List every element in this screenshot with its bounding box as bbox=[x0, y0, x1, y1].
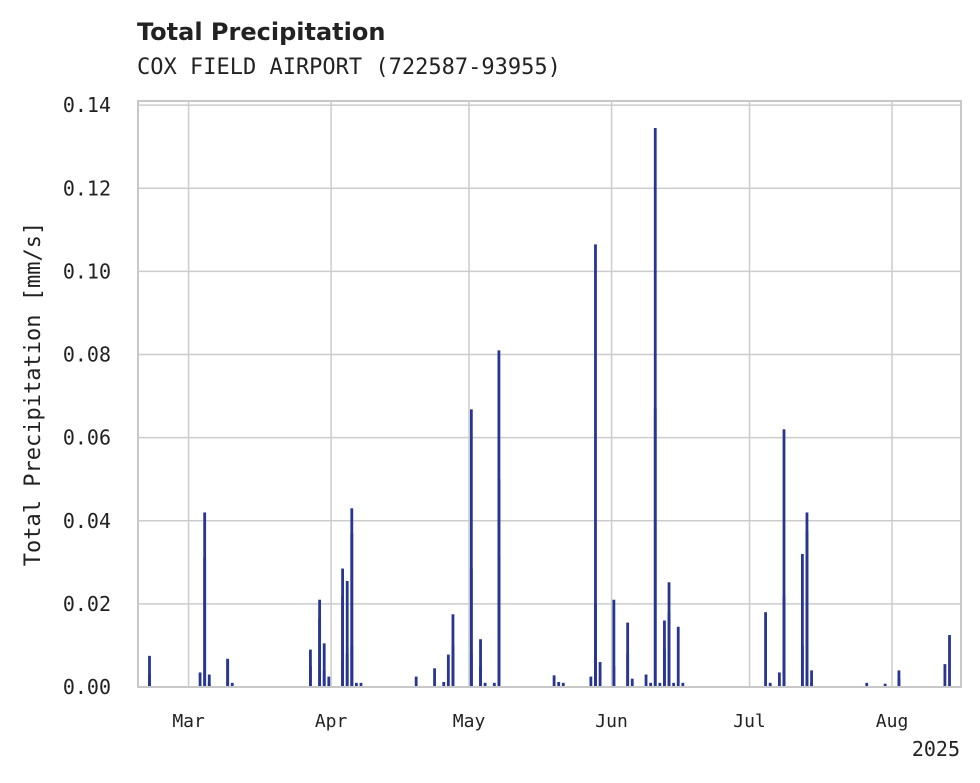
precipitation-bar bbox=[552, 675, 556, 687]
y-tick-label: 0.02 bbox=[63, 592, 111, 616]
x-tick-label: Apr bbox=[315, 711, 348, 732]
y-axis-ticks: 0.00 0.02 0.04 0.06 0.08 0.10 0.12 0.14 bbox=[63, 93, 111, 699]
precipitation-bar bbox=[676, 626, 680, 687]
precipitation-bar bbox=[207, 674, 211, 687]
precipitation-bar bbox=[345, 581, 349, 687]
precipitation-bar bbox=[594, 244, 597, 687]
precipitation-bar bbox=[626, 622, 630, 687]
chart-title: Total Precipitation bbox=[137, 18, 385, 46]
precipitation-bar bbox=[768, 682, 772, 687]
precipitation-bar bbox=[207, 682, 211, 687]
y-tick-label: 0.04 bbox=[63, 509, 111, 533]
precipitation-bar bbox=[327, 676, 331, 687]
precipitation-bar bbox=[644, 674, 648, 687]
precipitation-bar bbox=[469, 653, 473, 687]
y-tick-label: 0.10 bbox=[63, 259, 111, 283]
precipitation-bar bbox=[148, 655, 151, 687]
x-tick-label: Mar bbox=[172, 711, 205, 732]
precipitation-bar bbox=[681, 682, 685, 687]
precipitation-bar bbox=[230, 682, 234, 687]
precipitation-bar bbox=[433, 668, 436, 687]
precipitation-bar bbox=[148, 674, 151, 687]
precipitation-bar bbox=[782, 662, 786, 687]
precipitation-bar bbox=[497, 479, 501, 687]
precipitation-bar bbox=[341, 595, 344, 687]
precipitation-bar bbox=[800, 554, 804, 687]
precipitation-bar bbox=[479, 666, 482, 687]
precipitation-bar bbox=[630, 678, 634, 687]
x-axis-year-label: 2025 bbox=[912, 737, 960, 761]
y-tick-label: 0.14 bbox=[63, 93, 111, 117]
precipitation-bar bbox=[653, 408, 657, 687]
precipitation-bar bbox=[883, 683, 887, 687]
precipitation-bar bbox=[309, 666, 312, 687]
grid-lines bbox=[138, 101, 961, 687]
precipitation-bar bbox=[663, 649, 666, 687]
precipitation-bar bbox=[612, 599, 616, 687]
precipitation-bar bbox=[594, 603, 597, 687]
precipitation-bar bbox=[345, 653, 349, 687]
x-tick-label: May bbox=[453, 711, 486, 732]
precipitation-bar bbox=[354, 682, 358, 687]
precipitation-bar bbox=[589, 676, 593, 687]
precipitation-bar bbox=[865, 682, 869, 687]
precipitation-bar bbox=[198, 672, 202, 687]
y-axis-label: Total Precipitation [mm/s] bbox=[21, 222, 46, 566]
precipitation-bar bbox=[672, 682, 676, 687]
precipitation-bar bbox=[653, 128, 657, 687]
precipitation-bar bbox=[322, 670, 326, 687]
precipitation-bar bbox=[322, 643, 326, 687]
y-tick-label: 0.06 bbox=[63, 426, 111, 450]
precipitation-bar bbox=[948, 635, 951, 687]
x-tick-label: Aug bbox=[876, 711, 909, 732]
plot-frame bbox=[137, 100, 962, 688]
precipitation-bar bbox=[649, 682, 653, 687]
precipitation-bar bbox=[350, 533, 354, 687]
precipitation-bar bbox=[561, 682, 565, 687]
precipitation-bar bbox=[341, 659, 344, 687]
y-tick-label: 0.12 bbox=[63, 176, 111, 200]
precipitation-bar bbox=[446, 654, 450, 687]
x-axis-ticks: Mar Apr May Jun Jul Aug bbox=[172, 711, 908, 732]
chart-subtitle: COX FIELD AIRPORT (722587-93955) bbox=[137, 55, 561, 80]
x-tick-label: Jul bbox=[733, 711, 766, 732]
precipitation-bar bbox=[483, 682, 487, 687]
precipitation-bar bbox=[810, 670, 813, 687]
precipitation-bar bbox=[469, 409, 473, 687]
precipitation-bar bbox=[479, 639, 482, 687]
precipitation-bar bbox=[667, 612, 671, 687]
precipitation-bar bbox=[897, 678, 901, 687]
precipitation-bars bbox=[148, 128, 951, 687]
precipitation-bar bbox=[612, 666, 616, 687]
precipitation-bar bbox=[557, 682, 561, 687]
precipitation-bar bbox=[442, 682, 446, 687]
precipitation-bar bbox=[469, 568, 473, 687]
precipitation-bar bbox=[805, 531, 809, 687]
precipitation-bar bbox=[764, 612, 767, 687]
precipitation-bar bbox=[414, 676, 418, 687]
precipitation-bar bbox=[226, 658, 230, 687]
precipitation-bar bbox=[810, 682, 813, 687]
precipitation-bar bbox=[318, 618, 322, 687]
precipitation-bar bbox=[777, 672, 781, 687]
x-tick-label: Jun bbox=[595, 711, 628, 732]
precipitation-bar bbox=[492, 682, 496, 687]
precipitation-bar bbox=[359, 682, 363, 687]
precipitation-bar bbox=[943, 664, 947, 687]
precipitation-bar bbox=[598, 662, 602, 687]
y-tick-label: 0.00 bbox=[63, 675, 111, 699]
precipitation-bar bbox=[451, 645, 455, 687]
precipitation-bar bbox=[782, 429, 786, 687]
precipitation-bar bbox=[658, 682, 662, 687]
y-tick-label: 0.08 bbox=[63, 343, 111, 367]
precipitation-bar bbox=[203, 558, 207, 687]
